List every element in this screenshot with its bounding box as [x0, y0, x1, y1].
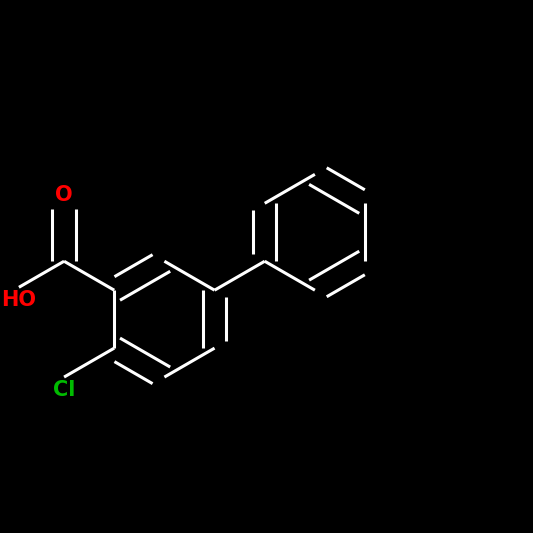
Text: Cl: Cl: [53, 379, 75, 400]
Text: HO: HO: [2, 290, 36, 310]
Text: O: O: [55, 185, 73, 205]
